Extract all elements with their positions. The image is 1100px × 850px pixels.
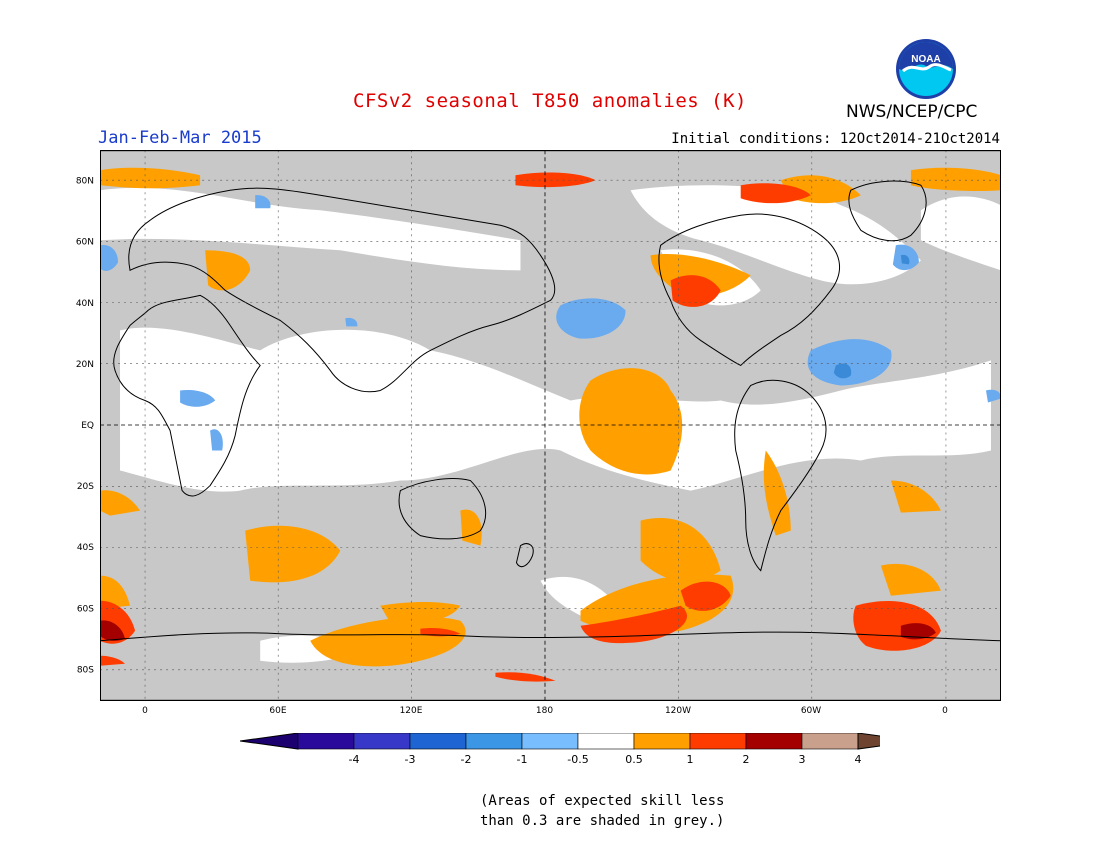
greenland-outline [848, 180, 927, 242]
lat-tick-label: 40S [77, 543, 94, 553]
eurasia-outline [128, 187, 556, 393]
lat-tick-label: 80N [76, 177, 94, 187]
lon-tick-label: 0 [142, 706, 148, 716]
cool-anomaly-regions [100, 195, 1001, 451]
lat-tick-label: 60S [77, 604, 94, 614]
lon-axis: 0 60E 120E 180 120W 60W 0 [142, 706, 948, 716]
africa-outline [113, 294, 261, 497]
initial-conditions-label: Initial conditions: 12Oct2014-21Oct2014 [671, 131, 1000, 147]
noaa-logo-text: NOAA [911, 54, 940, 65]
colorbar-swatch [577, 733, 635, 750]
noaa-logo: NOAA [896, 39, 956, 99]
south-america-outline [734, 379, 827, 572]
colorbar-swatch [409, 733, 467, 750]
organization-label: NWS/NCEP/CPC [846, 102, 978, 122]
coastlines [100, 180, 1001, 642]
colorbar-label: 1 [687, 753, 694, 766]
lon-tick-label: 120E [400, 706, 423, 716]
colorbar-swatch [297, 733, 355, 750]
colorbar-label: -2 [461, 753, 472, 766]
north-america-outline [658, 213, 840, 367]
colorbar-label: -3 [405, 753, 416, 766]
lon-tick-label: 180 [536, 706, 553, 716]
lon-tick-label: 60E [269, 706, 286, 716]
lat-axis: 80N 60N 40N 20N EQ 20S 40S 60S 80S [76, 177, 94, 676]
lon-tick-label: 120W [665, 706, 691, 716]
colorbar-swatch [801, 733, 859, 750]
colorbar-label: -4 [349, 753, 360, 766]
colorbar-low-arrow [240, 733, 299, 750]
lon-tick-label: 60W [801, 706, 821, 716]
colorbar-label: 2 [743, 753, 750, 766]
lat-tick-label: EQ [81, 421, 94, 431]
moderate-cool-anomaly-regions [833, 254, 910, 379]
colorbar-label: -0.5 [567, 753, 588, 766]
colorbar-label: 0.5 [625, 753, 643, 766]
map-title: CFSv2 seasonal T850 anomalies (K) [353, 90, 747, 112]
map-frame [100, 150, 1001, 701]
colorbar-swatch [465, 733, 523, 750]
colorbar-swatch [689, 733, 747, 750]
lat-tick-label: 60N [76, 238, 94, 248]
colorbar: -4 -3 -2 -1 -0.5 0.5 1 2 3 4 [240, 733, 880, 766]
graticule [100, 150, 1001, 701]
colorbar-swatch [745, 733, 803, 750]
colorbar-swatch [633, 733, 691, 750]
very-strong-warm-anomaly-regions [100, 620, 936, 641]
colorbar-label: 4 [855, 753, 862, 766]
lat-tick-label: 20N [76, 360, 94, 370]
warm-anomaly-regions [100, 167, 1001, 667]
antarctica-outline [100, 631, 1001, 642]
skill-note-line1: (Areas of expected skill less [480, 793, 725, 809]
forecast-map [100, 150, 1001, 701]
colorbar-high-arrow [857, 733, 880, 750]
lat-tick-label: 20S [77, 482, 94, 492]
new-zealand-outline [515, 543, 534, 568]
lat-tick-label: 40N [76, 299, 94, 309]
australia-outline [398, 478, 487, 540]
colorbar-label: -1 [517, 753, 528, 766]
season-label: Jan-Feb-Mar 2015 [98, 128, 262, 148]
lon-tick-label: 0 [942, 706, 948, 716]
skill-note-line2: than 0.3 are shaded in grey.) [480, 813, 725, 829]
colorbar-swatch [521, 733, 579, 750]
colorbar-swatch [353, 733, 411, 750]
lat-tick-label: 80S [77, 665, 94, 675]
colorbar-label: 3 [799, 753, 806, 766]
